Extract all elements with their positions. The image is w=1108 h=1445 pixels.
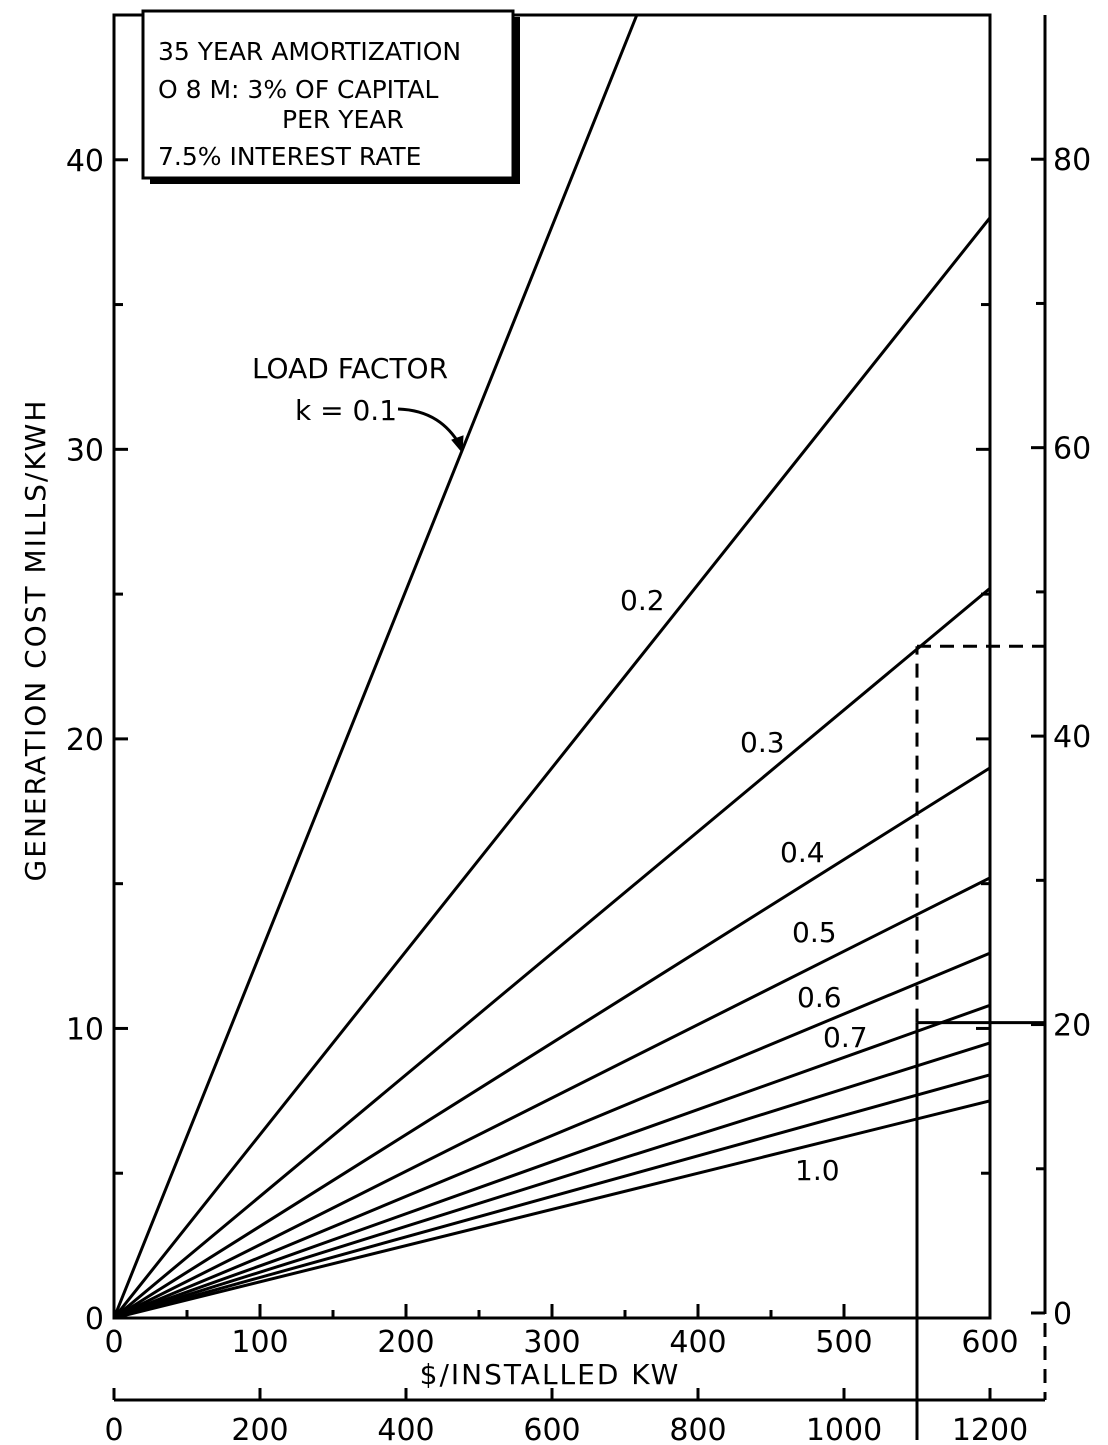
notes-box: 35 YEAR AMORTIZATION O 8 M: 3% OF CAPITA… xyxy=(141,9,520,184)
k01-arrowhead xyxy=(451,435,464,454)
note-om: O 8 M: 3% OF CAPITAL xyxy=(158,75,438,104)
secondary-y-tick-label: 60 xyxy=(1053,432,1091,467)
plot-frame xyxy=(112,13,992,1320)
series-line xyxy=(114,15,639,1318)
series-line xyxy=(114,876,990,1318)
k01-leader-arrow xyxy=(397,407,462,446)
notes-box-frame xyxy=(141,9,515,180)
secondary-x-tick-label: 1000 xyxy=(806,1413,882,1445)
y-axis-title: GENERATION COST MILLS/KWH xyxy=(19,399,52,882)
series-line xyxy=(114,766,990,1318)
series-label: 0.5 xyxy=(792,916,837,949)
y-tick-label: 30 xyxy=(66,433,104,468)
note-amortization: 35 YEAR AMORTIZATION xyxy=(158,37,461,66)
secondary-x-tick-label: 200 xyxy=(231,1413,288,1445)
secondary-y-tick-label: 20 xyxy=(1053,1009,1091,1044)
series-line xyxy=(114,1041,990,1318)
note-per-year: PER YEAR xyxy=(282,105,404,134)
series-label: 0.2 xyxy=(620,584,665,617)
series-line xyxy=(114,216,990,1318)
y-tick-label: 0 xyxy=(85,1302,104,1337)
secondary-x-tick-label: 1200 xyxy=(952,1413,1028,1445)
x-axis-title: $/INSTALLED KW xyxy=(420,1358,681,1391)
series-label: 0.7 xyxy=(823,1021,868,1054)
x-tick-label: 100 xyxy=(231,1325,288,1360)
series-line xyxy=(114,1003,990,1318)
series-label: 1.0 xyxy=(795,1154,840,1187)
x-tick-label: 600 xyxy=(961,1325,1018,1360)
x-tick-label: 200 xyxy=(377,1325,434,1360)
legend-title: LOAD FACTOR xyxy=(252,352,448,385)
series-lines xyxy=(114,15,990,1318)
x-tick-label: 300 xyxy=(523,1325,580,1360)
reference-lines xyxy=(915,644,1047,1440)
series-line xyxy=(114,1099,990,1318)
x-tick-label: 400 xyxy=(669,1325,726,1360)
secondary-y-tick-label: 40 xyxy=(1053,720,1091,755)
secondary-y-tick-label: 80 xyxy=(1053,143,1091,178)
series-line xyxy=(114,951,990,1318)
ticks xyxy=(112,157,1045,1400)
series-label-k01: k = 0.1 xyxy=(295,394,397,427)
axes xyxy=(112,13,1047,1402)
secondary-x-tick-label: 600 xyxy=(523,1413,580,1445)
series-line xyxy=(114,1073,990,1318)
x-tick-label: 500 xyxy=(815,1325,872,1360)
secondary-x-tick-label: 400 xyxy=(377,1413,434,1445)
note-interest: 7.5% INTEREST RATE xyxy=(158,142,421,171)
secondary-x-tick-label: 0 xyxy=(104,1413,123,1445)
y-tick-label: 40 xyxy=(66,144,104,179)
secondary-x-tick-label: 800 xyxy=(669,1413,726,1445)
series-label: 0.6 xyxy=(797,981,842,1014)
series-line xyxy=(114,587,990,1318)
series-label: 0.3 xyxy=(740,726,785,759)
x-tick-label: 0 xyxy=(104,1325,123,1360)
y-tick-label: 10 xyxy=(66,1012,104,1047)
series-label: 0.4 xyxy=(780,836,825,869)
secondary-y-tick-label: 0 xyxy=(1053,1297,1072,1332)
y-tick-label: 20 xyxy=(66,723,104,758)
